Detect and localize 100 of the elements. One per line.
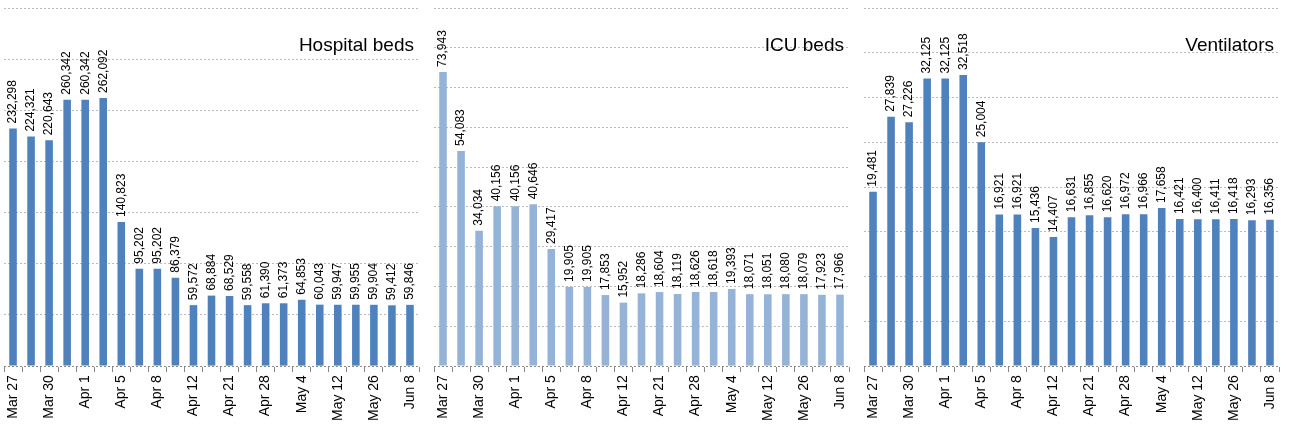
x-tick-label: May 12 — [758, 374, 775, 422]
data-label: 262,092 — [95, 49, 110, 93]
data-label: 224,321 — [23, 87, 38, 132]
bar — [9, 128, 17, 366]
data-label: 18,286 — [633, 251, 648, 289]
bar — [1139, 214, 1148, 366]
bar — [189, 305, 198, 366]
x-tick-label: Apr 28 — [1116, 374, 1133, 417]
data-label: 16,921 — [1009, 172, 1024, 210]
data-label: 18,119 — [669, 252, 684, 289]
data-label: 59,904 — [366, 262, 381, 300]
bar — [243, 305, 252, 366]
data-label: 14,407 — [1045, 195, 1060, 233]
bar — [261, 303, 270, 366]
data-label: 18,071 — [742, 252, 757, 290]
bar — [457, 150, 465, 366]
data-label: 18,626 — [687, 249, 702, 287]
bar — [565, 286, 574, 366]
bar — [334, 304, 342, 366]
x-tick-label: Apr 28 — [256, 374, 273, 417]
bar — [99, 97, 108, 366]
bar — [547, 249, 556, 366]
data-label: 32,125 — [937, 36, 952, 74]
x-tick-label: Apr 12 — [184, 374, 201, 417]
bar — [1103, 217, 1112, 366]
bar — [1121, 214, 1130, 366]
bar — [1085, 215, 1094, 366]
data-label: 15,952 — [615, 260, 630, 298]
data-label: 59,947 — [330, 262, 345, 300]
x-tick-label: May 26 — [1224, 374, 1241, 422]
bar — [601, 295, 610, 366]
data-label: 40,646 — [525, 162, 540, 200]
x-tick-label: May 4 — [292, 374, 309, 414]
data-label: 32,125 — [919, 36, 934, 74]
bar — [315, 304, 324, 366]
data-label: 60,043 — [312, 262, 327, 300]
data-label: 73,943 — [435, 29, 450, 67]
bar — [869, 191, 877, 366]
data-label: 16,400 — [1190, 177, 1205, 215]
data-label: 16,356 — [1262, 177, 1277, 215]
x-tick-label: May 26 — [794, 374, 811, 422]
bar — [745, 294, 754, 366]
bar — [1157, 208, 1166, 366]
chart-title: Ventilators — [1185, 34, 1274, 56]
data-label: 19,393 — [724, 246, 739, 284]
bar — [818, 294, 826, 366]
data-label: 17,966 — [832, 252, 847, 290]
bar — [370, 304, 378, 366]
bar — [764, 294, 772, 366]
x-tick-label: May 12 — [328, 374, 345, 422]
data-label: 260,342 — [59, 51, 74, 95]
data-label: 54,083 — [453, 108, 468, 146]
data-label: 16,921 — [991, 172, 1006, 210]
x-tick-label: May 26 — [364, 374, 381, 422]
data-label: 27,839 — [883, 74, 898, 112]
data-label: 18,618 — [705, 249, 720, 288]
data-label: 32,518 — [955, 32, 970, 70]
bar — [529, 204, 538, 366]
data-label: 19,905 — [561, 244, 576, 282]
bar — [63, 99, 71, 366]
bar — [655, 292, 664, 366]
data-label: 19,905 — [579, 244, 594, 282]
bar — [475, 230, 483, 366]
bar — [1013, 214, 1022, 366]
data-label: 16,855 — [1081, 173, 1096, 211]
bar — [727, 288, 736, 366]
bar — [709, 292, 718, 366]
x-tick-label: May 4 — [1152, 374, 1169, 414]
data-label: 68,884 — [203, 253, 218, 291]
x-tick-label: Jun 8 — [1260, 374, 1277, 410]
x-tick-label: Mar 30 — [39, 374, 56, 419]
data-label: 34,034 — [471, 188, 486, 226]
x-tick-label: Apr 21 — [220, 374, 237, 417]
data-label: 86,379 — [167, 235, 182, 273]
data-label: 59,955 — [348, 262, 363, 300]
x-tick-label: Apr 1 — [936, 374, 953, 409]
data-label: 18,051 — [760, 252, 775, 290]
bar — [27, 136, 35, 366]
bar — [1175, 219, 1184, 366]
data-label: 232,298 — [5, 79, 20, 124]
data-label: 95,202 — [131, 226, 146, 264]
x-tick-label: Apr 1 — [506, 374, 523, 409]
bar — [511, 206, 519, 366]
bar — [1194, 219, 1202, 366]
chart-title: ICU beds — [764, 34, 844, 56]
chart-title: Hospital beds — [298, 34, 414, 56]
bar — [800, 294, 808, 366]
bar — [923, 78, 931, 366]
data-label: 18,079 — [796, 252, 811, 290]
bar — [619, 302, 628, 366]
data-label: 16,620 — [1099, 175, 1114, 213]
bar — [637, 293, 646, 366]
bar — [1212, 219, 1220, 366]
x-tick-label: Apr 12 — [614, 374, 631, 417]
data-label: 68,529 — [221, 253, 236, 291]
bar — [439, 71, 447, 366]
x-tick-label: Mar 27 — [863, 374, 880, 419]
x-tick-label: Apr 21 — [650, 374, 667, 417]
x-tick-label: Apr 8 — [1008, 374, 1025, 409]
x-tick-label: Mar 27 — [433, 374, 450, 419]
